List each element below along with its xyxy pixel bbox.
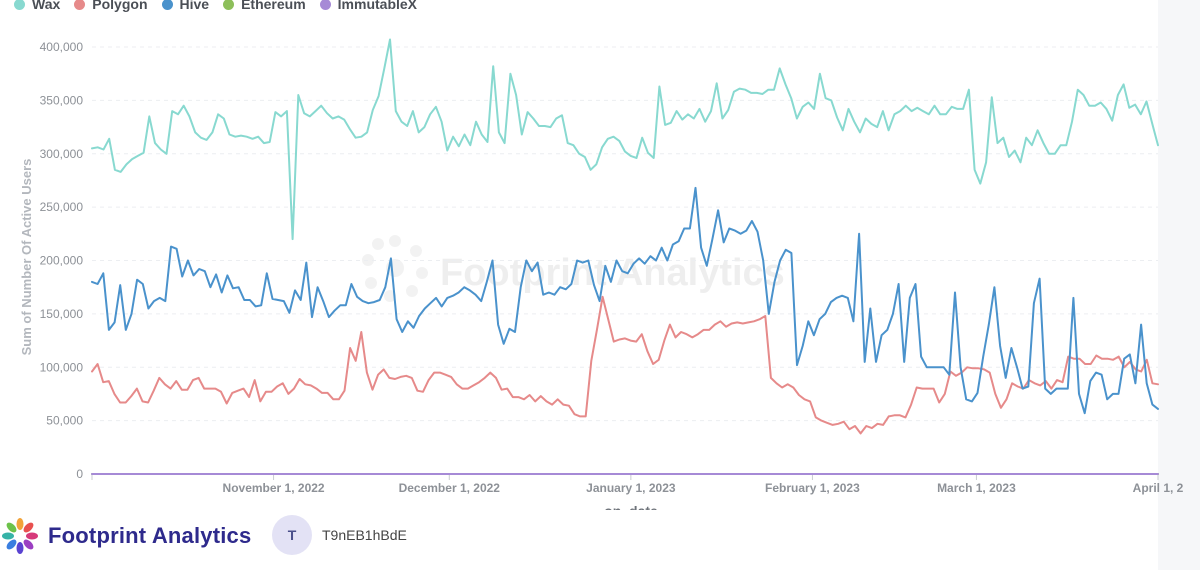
grid-lines: 0 50,000 100,000 150,000 200,000 250,000 300,0… bbox=[40, 40, 1158, 481]
legend-swatch bbox=[319, 0, 331, 10]
legend-swatch bbox=[223, 0, 235, 10]
y-tick-label: 150,000 bbox=[40, 307, 84, 321]
legend-label: Hive bbox=[179, 0, 210, 12]
series-layer bbox=[91, 38, 1159, 475]
y-tick-label: 400,000 bbox=[40, 40, 84, 54]
right-panel-edge bbox=[1158, 0, 1200, 570]
legend-label: Ethereum bbox=[241, 0, 306, 12]
y-tick-label: 200,000 bbox=[40, 254, 84, 268]
legend-item-immutablex[interactable]: ImmutableX bbox=[319, 0, 418, 12]
x-tick-label: March 1, 2023 bbox=[937, 481, 1016, 495]
legend-swatch bbox=[14, 0, 25, 10]
y-tick-label: 300,000 bbox=[40, 147, 84, 161]
x-tick-label: January 1, 2023 bbox=[586, 481, 676, 495]
legend-item-ethereum[interactable]: Ethereum bbox=[223, 0, 306, 12]
user-name: T9nEB1hBdE bbox=[322, 527, 407, 543]
brand-name: Footprint Analytics bbox=[48, 523, 252, 548]
legend-item-polygon[interactable]: Polygon bbox=[74, 0, 148, 12]
legend-swatch bbox=[74, 0, 86, 10]
brand[interactable]: Footprint Analytics bbox=[0, 516, 251, 556]
y-tick-label: 350,000 bbox=[40, 93, 84, 107]
y-tick-label: 100,000 bbox=[40, 360, 84, 374]
footprint-logo-icon bbox=[2, 518, 38, 554]
legend-label: Polygon bbox=[92, 0, 148, 12]
x-axis: November 1, 2022 December 1, 2022 January … bbox=[91, 473, 1184, 495]
avatar: T bbox=[272, 515, 312, 555]
x-tick-label: February 1, 2023 bbox=[765, 481, 860, 495]
line-chart: Footprint Analytics 0 50,000 100,000 150,00… bbox=[19, 38, 1184, 510]
legend-label: ImmutableX bbox=[337, 0, 418, 12]
watermark: Footprint Analytics bbox=[362, 235, 785, 302]
footer: Footprint Analytics T T9nEB1hBdE bbox=[0, 510, 1158, 570]
series-line-wax[interactable] bbox=[91, 38, 1159, 241]
legend: Wax Polygon Hive Ethereum ImmutableX bbox=[14, 0, 417, 12]
watermark-logo-icon bbox=[362, 235, 428, 302]
y-tick-label: 0 bbox=[76, 467, 83, 481]
x-axis-label: on_date bbox=[604, 503, 658, 510]
legend-item-hive[interactable]: Hive bbox=[161, 0, 210, 12]
x-tick-label: April 1, 2 bbox=[1133, 481, 1184, 495]
y-axis-label: Sum of Number Of Active Users bbox=[19, 159, 34, 356]
legend-item-wax[interactable]: Wax bbox=[14, 0, 60, 12]
x-tick-label: December 1, 2022 bbox=[399, 481, 501, 495]
y-tick-label: 250,000 bbox=[40, 200, 84, 214]
y-tick-label: 50,000 bbox=[46, 414, 83, 428]
legend-swatch bbox=[161, 0, 173, 10]
series-line-hive[interactable] bbox=[91, 186, 1159, 415]
x-tick-label: November 1, 2022 bbox=[223, 481, 325, 495]
user-info[interactable]: T T9nEB1hBdE bbox=[272, 515, 407, 555]
legend-label: Wax bbox=[32, 0, 61, 12]
